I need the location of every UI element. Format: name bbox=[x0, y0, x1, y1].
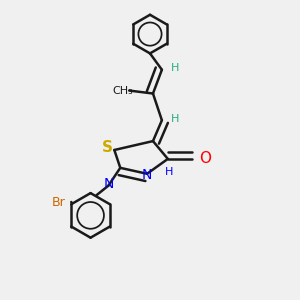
Text: CH₃: CH₃ bbox=[113, 85, 134, 96]
Text: H: H bbox=[171, 114, 179, 124]
Text: S: S bbox=[101, 140, 112, 154]
Text: H: H bbox=[171, 63, 179, 73]
Text: N: N bbox=[141, 168, 152, 182]
Text: N: N bbox=[103, 177, 114, 191]
Text: Br: Br bbox=[52, 196, 65, 208]
Text: O: O bbox=[199, 152, 211, 166]
Text: H: H bbox=[165, 167, 173, 177]
